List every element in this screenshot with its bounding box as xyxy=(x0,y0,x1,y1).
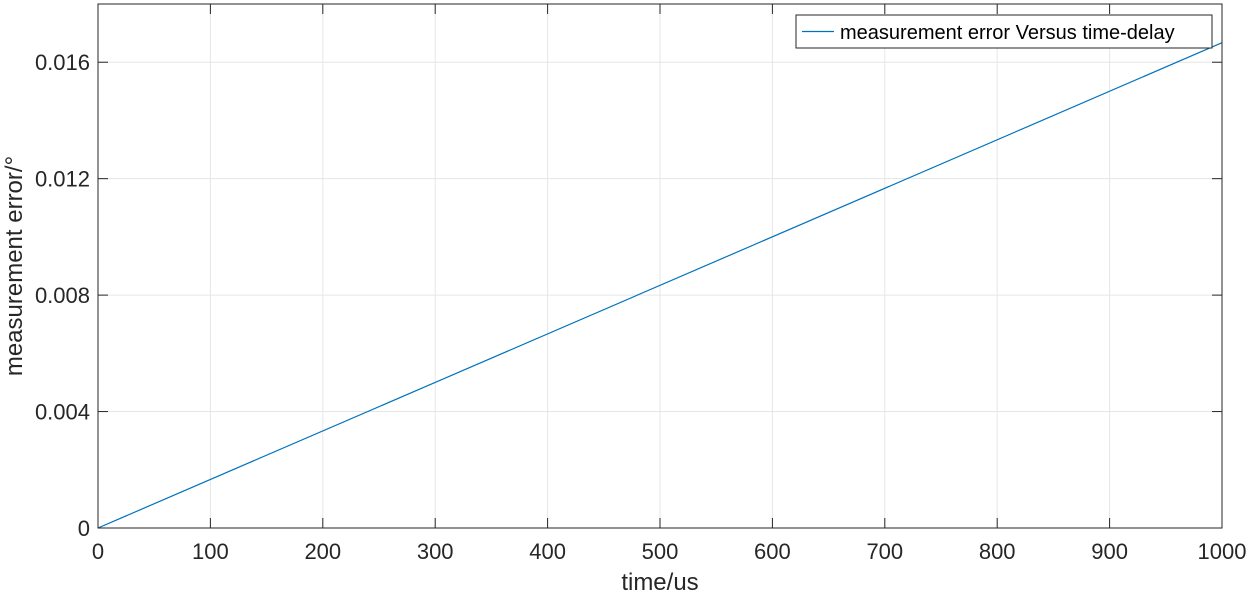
y-axis-ticks: 0 0.004 0.008 0.012 0.016 xyxy=(35,50,1222,541)
grid xyxy=(97,4,1223,529)
y-axis-label: measurement error/° xyxy=(1,156,28,376)
x-tick-label: 900 xyxy=(1091,539,1128,564)
x-tick-label: 200 xyxy=(304,539,341,564)
x-tick-label: 300 xyxy=(417,539,454,564)
x-tick-label: 700 xyxy=(866,539,903,564)
x-tick-label: 0 xyxy=(92,539,104,564)
x-tick-label: 100 xyxy=(192,539,229,564)
x-tick-label: 400 xyxy=(529,539,566,564)
y-tick-label: 0.012 xyxy=(35,167,90,192)
x-axis-label: time/us xyxy=(621,569,698,596)
y-tick-label: 0.008 xyxy=(35,283,90,308)
y-tick-label: 0 xyxy=(78,516,90,541)
y-tick-label: 0.004 xyxy=(35,400,90,425)
legend-label: measurement error Versus time-delay xyxy=(840,22,1175,44)
legend: measurement error Versus time-delay xyxy=(795,14,1213,49)
y-tick-label: 0.016 xyxy=(35,50,90,75)
series-layer xyxy=(97,42,1223,529)
x-tick-label: 1000 xyxy=(1198,539,1247,564)
x-tick-label: 500 xyxy=(642,539,679,564)
legend-box xyxy=(795,14,1213,49)
x-axis-ticks: 0 100 200 300 400 500 600 700 800 900 1000 xyxy=(92,4,1247,564)
x-tick-label: 800 xyxy=(979,539,1016,564)
series-line xyxy=(97,42,1223,529)
x-tick-label: 600 xyxy=(754,539,791,564)
